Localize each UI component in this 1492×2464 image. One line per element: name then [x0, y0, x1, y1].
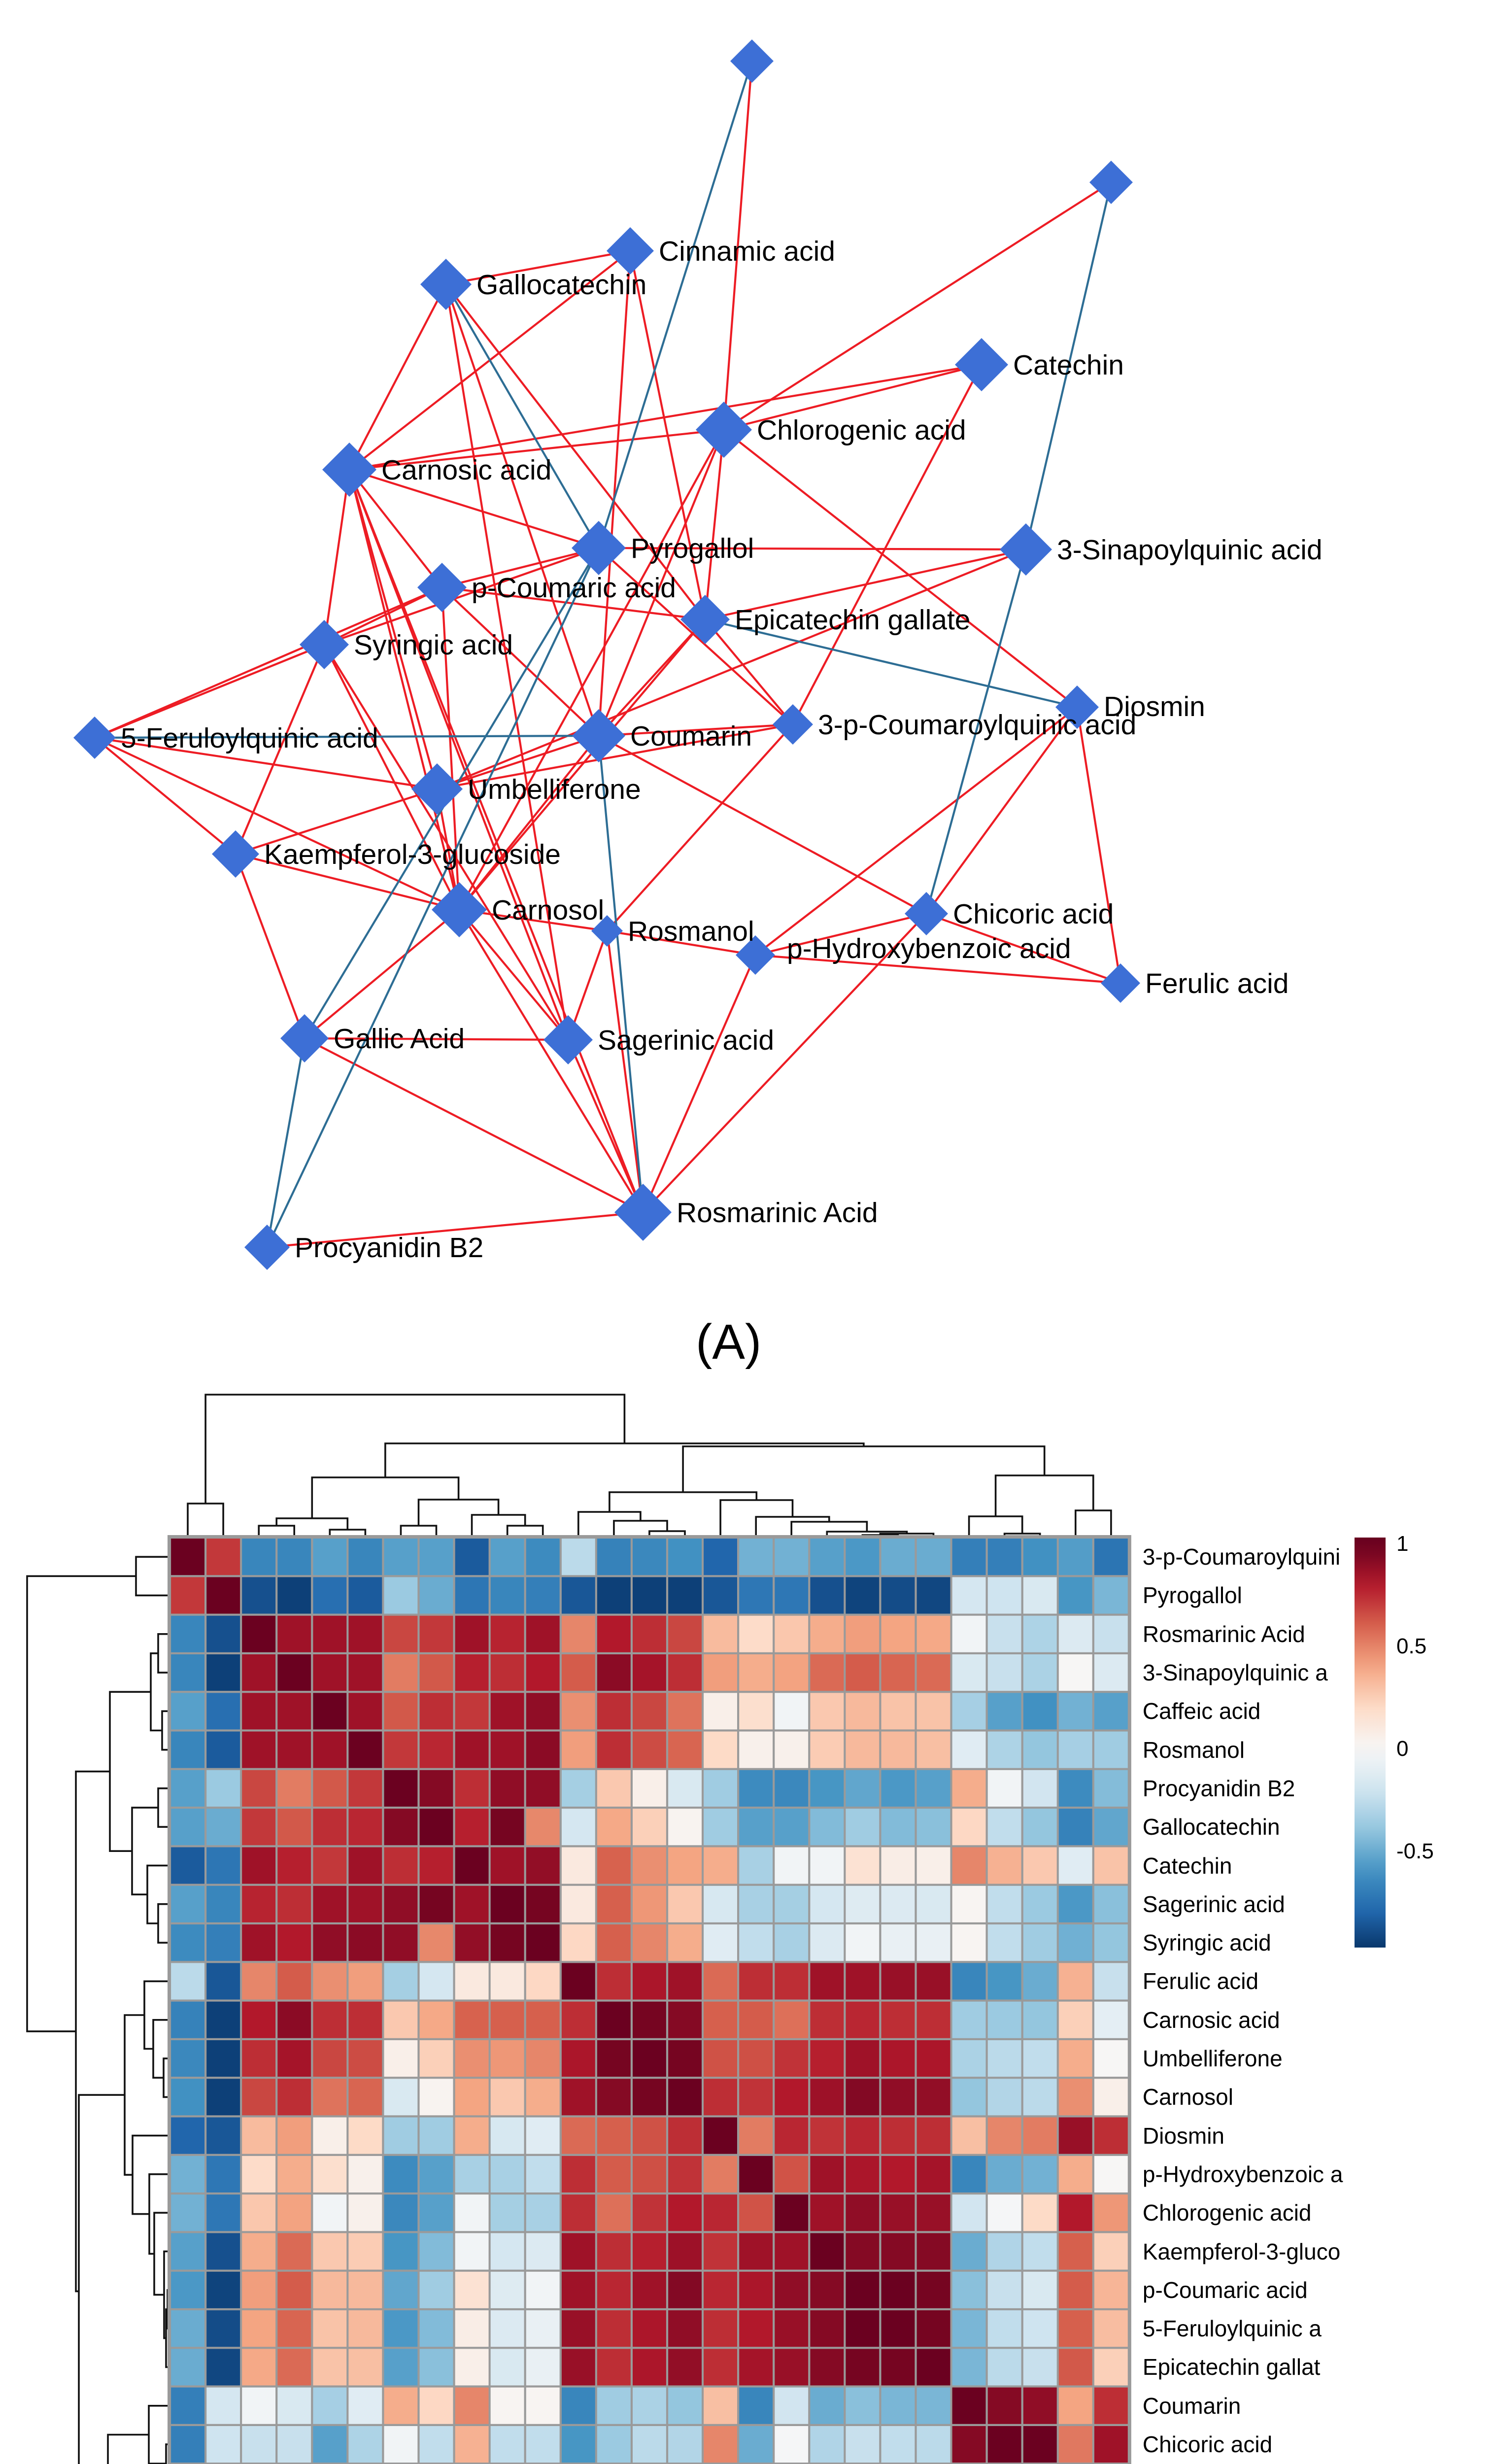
- svg-text:3-Sinapoylquinic acid: 3-Sinapoylquinic acid: [1057, 534, 1322, 566]
- svg-text:Chicoric acid: Chicoric acid: [953, 898, 1114, 930]
- svg-text:3-p-Coumaroylquini: 3-p-Coumaroylquini: [1143, 1544, 1340, 1570]
- svg-text:p-Hydroxybenzoic acid: p-Hydroxybenzoic acid: [787, 933, 1071, 964]
- svg-text:Diosmin: Diosmin: [1143, 2123, 1224, 2149]
- svg-text:Rosmanol: Rosmanol: [628, 916, 754, 947]
- svg-text:5-Feruloylquinic a: 5-Feruloylquinic a: [1143, 2316, 1322, 2341]
- svg-text:Syringic acid: Syringic acid: [1143, 1930, 1271, 1955]
- svg-text:Caffeic acid: Caffeic acid: [1143, 1698, 1261, 1724]
- svg-text:Sagerinic acid: Sagerinic acid: [1143, 1891, 1285, 1917]
- svg-text:Umbelliferone: Umbelliferone: [1143, 2046, 1283, 2071]
- svg-text:0: 0: [1396, 1737, 1408, 1761]
- svg-text:1: 1: [1396, 1532, 1408, 1556]
- svg-text:Epicatechin gallate: Epicatechin gallate: [735, 604, 971, 636]
- svg-text:5-Feruloylquinic acid: 5-Feruloylquinic acid: [121, 722, 378, 754]
- svg-text:Ferulic acid: Ferulic acid: [1145, 968, 1289, 999]
- svg-text:Diosmin: Diosmin: [1104, 691, 1205, 722]
- svg-text:Rosmanol: Rosmanol: [1143, 1737, 1245, 1763]
- svg-text:Chicoric acid: Chicoric acid: [1143, 2431, 1272, 2457]
- svg-text:Coumarin: Coumarin: [630, 720, 752, 752]
- svg-text:Catechin: Catechin: [1143, 1853, 1232, 1879]
- svg-text:Kaempferol-3-glucoside: Kaempferol-3-glucoside: [264, 839, 561, 870]
- svg-text:Pyrogallol: Pyrogallol: [631, 533, 754, 564]
- svg-text:0.5: 0.5: [1396, 1634, 1426, 1658]
- svg-text:Catechin: Catechin: [1013, 349, 1124, 381]
- svg-text:Chlorogenic acid: Chlorogenic acid: [1143, 2200, 1312, 2225]
- svg-text:Umbelliferone: Umbelliferone: [468, 774, 641, 805]
- svg-text:Gallic Acid: Gallic Acid: [334, 1023, 465, 1055]
- svg-text:Procyanidin B2: Procyanidin B2: [1143, 1776, 1295, 1801]
- svg-text:Coumarin: Coumarin: [1143, 2393, 1241, 2419]
- svg-text:Ferulic acid: Ferulic acid: [1143, 1968, 1258, 1994]
- svg-text:Carnosic acid: Carnosic acid: [381, 454, 551, 486]
- svg-text:Syringic acid: Syringic acid: [354, 629, 513, 661]
- svg-text:3-Sinapoylquinic a: 3-Sinapoylquinic a: [1143, 1660, 1328, 1685]
- svg-text:p-Hydroxybenzoic a: p-Hydroxybenzoic a: [1143, 2161, 1343, 2187]
- svg-text:Carnosic acid: Carnosic acid: [1143, 2007, 1280, 2033]
- svg-text:Epicatechin gallat: Epicatechin gallat: [1143, 2354, 1321, 2380]
- svg-text:Cinnamic acid: Cinnamic acid: [659, 236, 835, 267]
- svg-text:-0.5: -0.5: [1396, 1839, 1434, 1863]
- svg-text:(A): (A): [696, 1314, 761, 1369]
- svg-text:Pyrogallol: Pyrogallol: [1143, 1582, 1242, 1608]
- svg-text:p-Coumaric acid: p-Coumaric acid: [1143, 2277, 1308, 2303]
- svg-text:Rosmarinic Acid: Rosmarinic Acid: [677, 1197, 878, 1229]
- svg-text:p-Coumaric acid: p-Coumaric acid: [472, 572, 676, 604]
- svg-text:Kaempferol-3-gluco: Kaempferol-3-gluco: [1143, 2239, 1340, 2264]
- svg-text:Gallocatechin: Gallocatechin: [1143, 1814, 1280, 1840]
- svg-text:Chlorogenic acid: Chlorogenic acid: [757, 414, 966, 446]
- svg-text:Carnosol: Carnosol: [492, 894, 604, 926]
- svg-text:Sagerinic acid: Sagerinic acid: [598, 1025, 774, 1056]
- svg-text:Gallocatechin: Gallocatechin: [476, 269, 646, 301]
- svg-text:3-p-Coumaroylquinic acid: 3-p-Coumaroylquinic acid: [818, 709, 1136, 741]
- svg-text:Procyanidin B2: Procyanidin B2: [295, 1232, 483, 1264]
- svg-text:Carnosol: Carnosol: [1143, 2084, 1233, 2110]
- svg-text:Rosmarinic Acid: Rosmarinic Acid: [1143, 1621, 1305, 1647]
